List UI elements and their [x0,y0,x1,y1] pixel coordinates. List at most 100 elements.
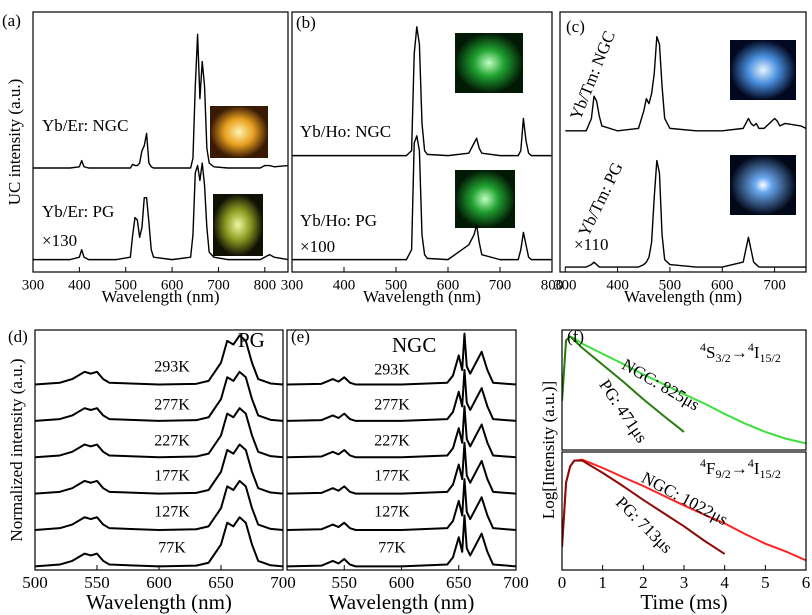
x-tick-label: 800 [254,277,277,293]
transition-part: 4 [700,456,706,470]
spectrum-line [35,479,283,531]
photo-yb-ho-ngc [455,33,523,93]
annotation: NGC [392,333,436,357]
spectrum-line [35,334,283,386]
transition-part: 3/2 [715,351,730,365]
panel-label: (b) [296,13,316,32]
temperature-label: 227K [374,433,410,450]
spectrum-line [562,335,685,433]
transition-part: 4 [748,456,754,470]
photo-yb-ho-pg [455,170,515,228]
x-tick-label: 700 [489,277,512,293]
plot-frame [559,11,807,273]
transition-part: I [754,343,760,362]
transition-part: I [754,459,760,478]
spectrum-line [287,441,516,495]
spectrum-line [565,36,806,132]
x-tick-label: 300 [554,277,577,293]
transition-part: F [706,459,715,478]
photo-yb-er-ngc [210,106,268,158]
transition-part: 9/2 [715,467,730,481]
x-tick-label: 400 [606,277,629,293]
temperature-label: 127K [154,504,190,521]
panel-label: (a) [2,11,21,30]
spectrum-line [287,332,516,386]
transition-part: 15/2 [759,351,780,365]
transition-part: → [731,459,748,478]
x-tick-label: 650 [208,573,234,592]
x-tick-label: 600 [711,277,734,293]
x-tick-label: 550 [84,573,110,592]
temperature-label: 77K [158,540,186,557]
temperature-label: 227K [154,433,190,450]
photo-yb-er-pg [213,194,263,256]
x-axis-label: Wavelength (nm) [86,590,232,614]
x-tick-label: 700 [207,277,230,293]
x-tick-label: 500 [385,277,408,293]
annotation: ×100 [300,237,335,256]
x-axis-label: Wavelength (nm) [329,590,475,614]
spectrum-line [292,26,552,157]
temperature-label: 293K [374,362,410,379]
temperature-label: 277K [154,397,190,414]
x-tick-label: 600 [437,277,460,293]
transition-part: 4 [700,340,706,354]
plot-frame [561,329,807,451]
spectrum-line [562,459,726,555]
x-tick-label: 6 [802,573,811,592]
spectrum-line [287,405,516,459]
temperature-label: 277K [374,397,410,414]
photo-insets [210,33,796,256]
spectrum-line [287,369,516,422]
x-tick-label: 800 [541,277,564,293]
x-tick-label: 650 [446,573,472,592]
spectrum-line [35,370,283,422]
annotation: Yb/Ho: PG [300,211,377,230]
panel-label: (e) [291,327,310,346]
photo-yb-tm-pg [730,155,796,215]
x-axis-label: Time (ms) [640,590,727,614]
spectrum-line [287,478,516,531]
x-tick-label: 3 [680,573,689,592]
panel-label: (f) [567,327,584,346]
annotation: PG [238,328,265,352]
temperature-label: 127K [374,504,410,521]
x-tick-label: 4 [720,573,729,592]
photo-yb-tm-ngc [730,40,796,100]
y-axis-label: Log[Intensity (a.u.)] [539,381,558,519]
spectrum-line [35,516,283,568]
x-tick-label: 400 [68,277,91,293]
x-axis-label: Wavelength (nm) [363,287,481,306]
x-tick-label: 500 [114,277,137,293]
transition-part: 4 [748,340,754,354]
plot-frame [32,11,289,273]
panel-label: (c) [566,17,585,36]
transition-part: → [731,343,748,362]
x-tick-label: 300 [281,277,304,293]
spectrum-line [565,159,806,268]
x-tick-label: 2 [639,573,648,592]
temperature-label: 293K [154,359,190,376]
x-tick-label: 300 [22,277,45,293]
annotation: ×110 [574,235,608,254]
temperature-label: 177K [374,468,410,485]
x-tick-label: 0 [558,573,567,592]
transition-part: 15/2 [759,467,780,481]
spectrum-line [35,407,283,459]
x-tick-label: 700 [503,573,529,592]
plot-frame [291,11,553,273]
x-tick-label: 500 [659,277,682,293]
annotation: ×130 [42,231,77,250]
transition-label: 4S3/2→4I15/2 [700,340,781,365]
annotation: Yb/Er: PG [42,202,114,221]
spectrum-line [33,33,288,169]
x-tick-label: 5 [761,573,770,592]
temperature-label: 177K [154,468,190,485]
spectrum-line [35,443,283,495]
annotation: Yb/Ho: NGC [300,122,391,141]
transition-label: 4F9/2→4I15/2 [700,456,781,481]
x-tick-label: 700 [270,573,296,592]
x-axis-label: Wavelength (nm) [101,287,219,306]
